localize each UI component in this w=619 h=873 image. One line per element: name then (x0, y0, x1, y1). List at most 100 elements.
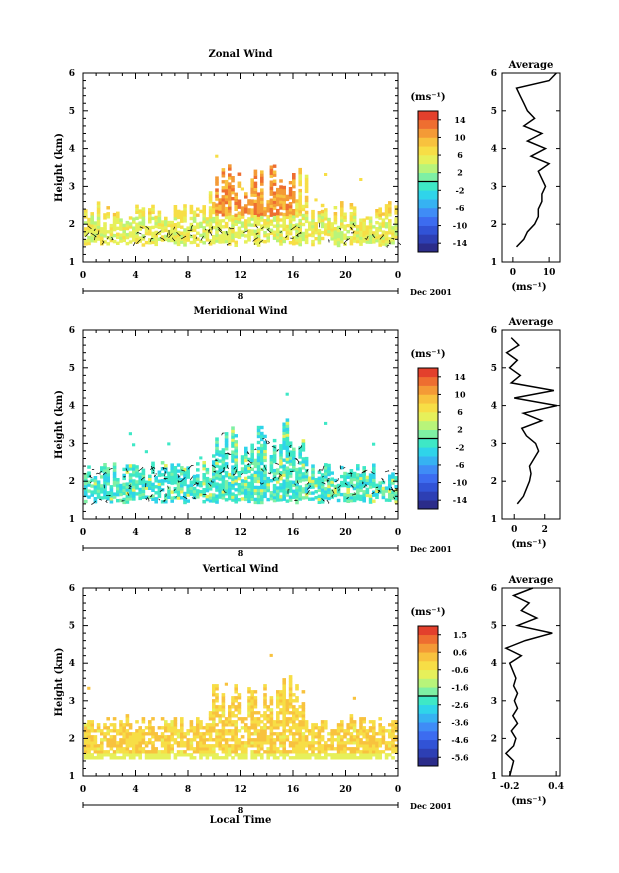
contour-segment (212, 470, 217, 473)
heatmap-cell (240, 215, 245, 219)
heatmap-cell (151, 744, 155, 748)
heatmap-cell (119, 498, 123, 503)
heatmap-cell (180, 213, 184, 217)
heatmap-cell (256, 488, 261, 493)
heatmap-cell (154, 738, 158, 742)
heatmap-cell (205, 238, 210, 242)
heatmap-cell (324, 208, 328, 212)
contour-segment (223, 466, 225, 471)
heatmap-cell (96, 753, 101, 757)
heatmap-cell (234, 699, 238, 703)
heatmap-cell (320, 230, 325, 235)
heatmap-cell (237, 235, 242, 239)
heatmap-cell (90, 224, 94, 228)
heatmap-cell (208, 230, 213, 234)
heatmap-cell (180, 234, 184, 238)
heatmap-cell (256, 717, 261, 721)
heatmap-cell (349, 738, 354, 742)
heatmap-cell (256, 458, 261, 463)
heatmap-cell (186, 466, 190, 470)
heatmap-cell (384, 243, 389, 247)
heatmap-cell (237, 708, 242, 712)
heatmap-cell (260, 476, 264, 481)
heatmap-cell (311, 218, 315, 223)
heatmap-cell (266, 726, 270, 730)
heatmap-cell (215, 711, 219, 715)
heatmap-cell (176, 212, 181, 217)
heatmap-cell (167, 726, 171, 730)
heatmap-cell (276, 468, 280, 472)
heatmap-cell (269, 458, 274, 462)
heatmap-cell (218, 204, 222, 208)
heatmap-cell (282, 218, 286, 223)
heatmap-cell (240, 212, 245, 216)
heatmap-cell (288, 205, 293, 209)
heatmap-cell (301, 732, 306, 736)
heatmap-cell (186, 484, 190, 488)
heatmap-cell (180, 723, 184, 727)
heatmap-cell (279, 696, 283, 700)
heatmap-cell (388, 489, 392, 493)
heatmap-cell (103, 222, 107, 226)
heatmap-cell (282, 428, 286, 432)
heatmap-cell (234, 479, 238, 483)
heatmap-cell (192, 726, 197, 730)
heatmap-cell (308, 227, 312, 231)
heatmap-cell (135, 750, 139, 754)
heatmap-cell (237, 693, 242, 697)
heatmap-cell (231, 456, 235, 460)
heatmap-cell (199, 233, 203, 238)
heatmap-cell (212, 225, 216, 230)
heatmap-cell (170, 229, 174, 234)
heatmap-cell (135, 480, 139, 484)
heatmap-cell (141, 747, 146, 751)
heatmap-cell (240, 488, 245, 492)
heatmap-cell (87, 235, 91, 240)
heatmap-cell (244, 750, 248, 754)
heatmap-cell (93, 236, 98, 240)
heatmap-cell (202, 473, 206, 477)
heatmap-cell (176, 484, 181, 488)
heatmap-cell (288, 471, 293, 475)
heatmap-cell (228, 209, 232, 213)
heatmap-cell (301, 234, 306, 239)
heatmap-cell (202, 229, 206, 233)
heatmap-cell (276, 750, 280, 754)
heatmap-cell (266, 236, 270, 240)
heatmap-cell (384, 237, 389, 241)
heatmap-cell (282, 485, 286, 489)
heatmap-cell (247, 229, 251, 233)
heatmap-cell (372, 499, 376, 503)
heatmap-cell (336, 492, 341, 497)
heatmap-cell (295, 708, 299, 712)
heatmap-cell (132, 482, 136, 486)
panel-title: Vertical Wind (202, 564, 279, 575)
heatmap-cell (250, 488, 254, 492)
heatmap-cell (125, 497, 130, 501)
heatmap-cell (180, 753, 184, 757)
heatmap-cell (215, 699, 219, 703)
heatmap-cell (359, 178, 363, 181)
heatmap-cell (352, 474, 357, 479)
heatmap-cell (132, 470, 136, 474)
heatmap-cell (202, 205, 206, 209)
heatmap-cell (282, 693, 286, 697)
heatmap-cell (381, 489, 386, 494)
heatmap-cell (234, 234, 238, 238)
heatmap-cell (247, 232, 251, 236)
heatmap-cell (253, 756, 258, 760)
heatmap-cell (208, 711, 213, 715)
heatmap-cell (100, 496, 104, 500)
heatmap-cell (381, 218, 386, 222)
heatmap-cell (244, 729, 248, 733)
heatmap-cell (298, 497, 302, 501)
heatmap-cell (199, 732, 203, 736)
heatmap-cell (132, 491, 136, 495)
heatmap-cell (320, 726, 325, 730)
heatmap-cell (356, 479, 360, 483)
heatmap-cell (356, 233, 360, 238)
heatmap-cell (368, 756, 373, 760)
heatmap-cell (215, 473, 219, 477)
heatmap-cell (138, 753, 142, 757)
heatmap-cell (288, 211, 293, 215)
